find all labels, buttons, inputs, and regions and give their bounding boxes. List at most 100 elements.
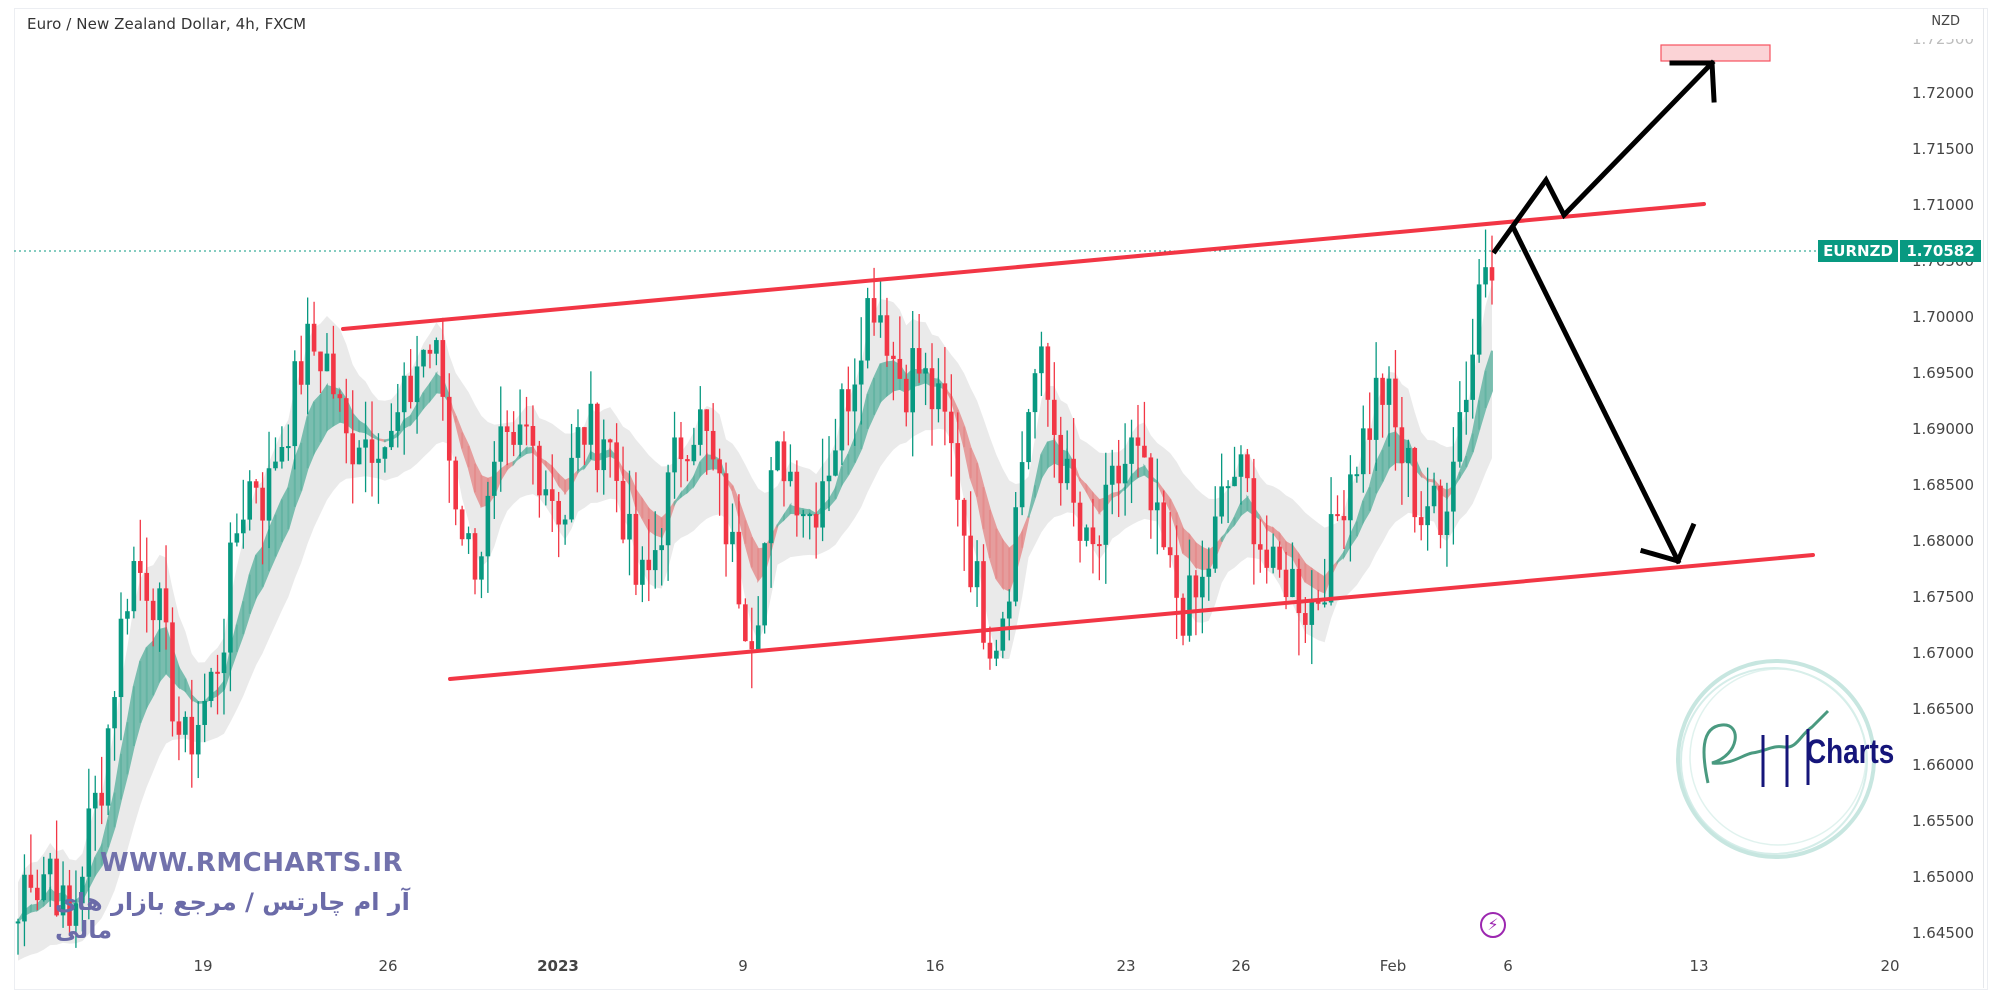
candle-body xyxy=(743,604,748,642)
candle-body xyxy=(884,315,890,356)
candle-body xyxy=(846,389,851,412)
candle-body xyxy=(511,431,516,445)
price-tick: 1.67000 xyxy=(1911,644,1974,662)
candle-body xyxy=(240,519,246,534)
candle-body xyxy=(1161,502,1167,548)
candle-body xyxy=(1341,516,1347,521)
candle-body xyxy=(105,728,111,806)
last-price-badge: 1.70582 xyxy=(1899,240,1981,262)
candle-body xyxy=(697,409,703,445)
candle-body xyxy=(99,792,104,806)
candle-body xyxy=(717,459,722,474)
candle-body xyxy=(408,375,413,403)
candle-body xyxy=(1483,267,1488,285)
candle-body xyxy=(1380,377,1385,405)
candle-body xyxy=(595,403,600,471)
candle-body xyxy=(1052,399,1057,435)
candle-body xyxy=(176,721,182,735)
candle-body xyxy=(942,383,948,412)
candle-body xyxy=(253,481,259,488)
candle-body xyxy=(343,398,349,434)
candle-body xyxy=(1470,354,1475,400)
candle-body xyxy=(54,858,59,916)
candle-body xyxy=(607,439,613,443)
lightning-icon[interactable]: ⚡ xyxy=(1480,912,1506,938)
price-tick: 1.72000 xyxy=(1911,84,1974,102)
candle-body xyxy=(479,556,484,580)
candle-body xyxy=(543,489,549,496)
candle-body xyxy=(453,460,458,510)
candle-body xyxy=(891,355,896,359)
target-zone-box xyxy=(1660,44,1771,62)
candle-body xyxy=(852,384,858,412)
candle-body xyxy=(369,439,375,463)
candle-body xyxy=(1277,546,1282,570)
candle-body xyxy=(1187,575,1192,636)
candle-body xyxy=(588,403,594,445)
candle-body xyxy=(826,475,832,482)
symbol-badge: EURNZD xyxy=(1818,240,1898,262)
candle-body xyxy=(234,533,240,543)
candle-body xyxy=(350,433,356,465)
candle-body xyxy=(549,489,555,501)
candle-body xyxy=(620,480,626,540)
candle-body xyxy=(92,792,98,809)
candle-body xyxy=(324,353,330,372)
candle-body xyxy=(1122,463,1128,484)
candle-body xyxy=(1090,527,1096,545)
candle-body xyxy=(86,808,92,877)
candle-body xyxy=(118,618,124,698)
price-tick: 1.67500 xyxy=(1911,588,1974,606)
candle-body xyxy=(640,559,645,585)
candle-body xyxy=(1225,486,1231,489)
candle-body xyxy=(1489,267,1495,281)
time-tick: 13 xyxy=(1689,957,1709,975)
candle-body xyxy=(1406,447,1411,464)
candle-body xyxy=(389,430,394,448)
candle-body xyxy=(1451,461,1456,512)
bullish-arrowhead xyxy=(1669,60,1717,103)
time-tick: 26 xyxy=(1231,957,1251,975)
candle-body xyxy=(1232,476,1237,487)
candle-body xyxy=(916,348,922,374)
logo-text: Charts xyxy=(1806,733,1895,771)
candle-body xyxy=(485,495,491,557)
candle-body xyxy=(401,375,407,413)
candle-body xyxy=(1000,618,1006,651)
candle-body xyxy=(170,622,175,722)
candle-body xyxy=(183,716,188,735)
candle-body xyxy=(80,876,85,904)
candle-body xyxy=(311,323,317,352)
candle-body xyxy=(279,446,285,462)
candle-body xyxy=(858,360,864,385)
candle-body xyxy=(1367,428,1373,440)
candle-body xyxy=(1212,516,1218,569)
candle-body xyxy=(273,461,278,469)
candle-body xyxy=(1463,399,1469,413)
candle-body xyxy=(28,874,34,888)
candle-body xyxy=(1180,597,1186,636)
candle-body xyxy=(994,650,999,659)
candle-body xyxy=(1167,547,1173,556)
candle-body xyxy=(228,542,233,653)
candle-body xyxy=(208,671,214,701)
candle-body xyxy=(1006,601,1012,619)
candle-body xyxy=(1154,502,1160,511)
candle-body xyxy=(215,671,220,674)
candle-body xyxy=(376,458,381,463)
candle-body xyxy=(35,887,40,901)
candle-body xyxy=(768,470,774,544)
candle-body xyxy=(163,588,169,623)
candle-body xyxy=(1335,514,1340,517)
candle-body xyxy=(1019,462,1025,508)
candle-body xyxy=(582,427,587,445)
candle-body xyxy=(871,298,877,323)
price-tick: 1.66000 xyxy=(1911,756,1974,774)
candle-body xyxy=(1309,599,1315,625)
candle-body xyxy=(1348,474,1353,521)
candle-body xyxy=(434,340,439,354)
candle-body xyxy=(466,533,471,540)
candle-body xyxy=(1013,507,1018,602)
candle-body xyxy=(286,446,291,449)
